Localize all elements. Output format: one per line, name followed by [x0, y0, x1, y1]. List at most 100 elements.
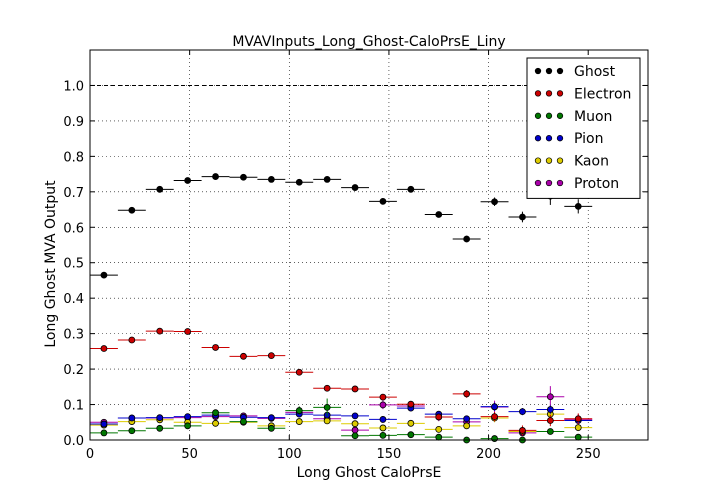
pion-point — [100, 420, 108, 428]
electron-point — [351, 385, 359, 393]
y-tick-label: 0.7 — [63, 186, 84, 201]
data-marks — [90, 173, 593, 444]
ghost-point — [574, 202, 582, 210]
muon-point — [100, 429, 108, 437]
legend-marker-electron — [534, 90, 542, 97]
x-tick-label: 50 — [181, 447, 198, 462]
legend-marker-electron — [545, 90, 553, 97]
electron-point — [184, 328, 192, 335]
electron-point — [267, 352, 275, 360]
pion-point — [491, 403, 498, 411]
axis-ticks: 0 50 100 150 200 250 0.0 0.1 0.2 0.3 0.4 0.5 0.6 0.7 0… — [63, 50, 648, 462]
kaon-point — [323, 417, 331, 425]
legend-box — [526, 57, 641, 199]
ghost-point — [128, 206, 136, 214]
ghost-point — [519, 213, 526, 221]
y-tick-label: 0.6 — [63, 221, 84, 236]
pion-point — [267, 414, 275, 422]
legend-marker-pion — [534, 135, 542, 142]
electron-point — [128, 336, 136, 344]
y-tick-label: 0.3 — [63, 328, 84, 343]
series-electron — [90, 327, 593, 436]
legend-marker-muon — [545, 112, 553, 119]
electron-point — [240, 352, 247, 360]
electron-point — [295, 368, 303, 376]
legend-marker-kaon — [545, 157, 553, 164]
x-tick-label: 200 — [476, 447, 501, 462]
muon-point — [407, 431, 415, 439]
kaon-point — [212, 419, 219, 427]
y-tick-label: 0.9 — [63, 115, 84, 130]
muon-point — [491, 435, 498, 442]
muon-point — [574, 433, 582, 441]
pion-point — [519, 408, 526, 416]
y-tick-label: 0.0 — [63, 434, 84, 449]
legend-marker-kaon — [556, 157, 564, 164]
electron-point — [435, 413, 443, 421]
legend-marker-proton — [556, 179, 564, 187]
muon-point — [435, 433, 443, 441]
y-tick-label: 1.0 — [63, 79, 84, 94]
electron-point — [407, 400, 415, 408]
legend-label-pion: Pion — [574, 131, 603, 147]
electron-point — [519, 427, 526, 434]
muon-point — [240, 418, 247, 425]
kaon-point — [379, 424, 387, 432]
proton-point — [379, 401, 387, 409]
ghost-point — [212, 173, 219, 180]
proton-point — [351, 426, 359, 434]
legend-marker-kaon — [534, 157, 542, 164]
electron-point — [323, 384, 331, 392]
pion-point — [156, 414, 164, 422]
electron-point — [379, 393, 387, 401]
ghost-point — [323, 176, 331, 183]
legend-marker-proton — [545, 179, 553, 187]
electron-point — [212, 344, 219, 351]
ghost-point — [379, 197, 387, 205]
muon-point — [351, 432, 359, 440]
pion-point — [128, 414, 136, 422]
ghost-point — [435, 211, 443, 218]
legend-marker-pion — [556, 135, 564, 142]
chart-title: MVAVInputs_Long_Ghost-CaloPrsE_Liny — [232, 34, 505, 50]
muon-point — [212, 409, 219, 417]
pion-point — [351, 412, 359, 420]
ghost-point — [267, 176, 275, 183]
legend-marker-electron — [556, 90, 564, 97]
ghost-point — [407, 185, 415, 193]
muon-point — [184, 422, 192, 430]
plot-frame — [89, 49, 649, 441]
legend-label-kaon: Kaon — [574, 154, 609, 170]
ghost-point — [184, 177, 192, 184]
y-tick-label: 0.5 — [63, 257, 84, 272]
ghost-point — [351, 184, 359, 191]
electron-point — [546, 417, 554, 424]
legend-label-electron: Electron — [574, 86, 631, 102]
ghost-point — [463, 235, 471, 243]
ghost-point — [240, 173, 247, 181]
electron-point — [100, 345, 108, 352]
pion-point — [463, 415, 471, 423]
muon-point — [546, 428, 554, 435]
electron-point — [491, 413, 498, 421]
muon-point — [267, 424, 275, 432]
ghost-point — [100, 271, 108, 279]
kaon-point — [351, 420, 359, 428]
ghost-point — [491, 198, 498, 206]
legend-marker-ghost — [556, 67, 564, 75]
y-tick-label: 0.8 — [63, 150, 84, 165]
electron-point — [463, 390, 471, 398]
kaon-point — [574, 424, 582, 431]
y-tick-label: 0.1 — [63, 399, 84, 414]
electron-point — [574, 415, 582, 423]
x-tick-label: 0 — [86, 447, 94, 462]
pion-point — [379, 416, 387, 423]
x-tick-label: 150 — [377, 447, 402, 462]
legend-marker-proton — [534, 179, 542, 187]
muon-point — [128, 427, 136, 435]
kaon-point — [407, 419, 415, 427]
muon-point — [295, 407, 303, 414]
pion-point — [184, 413, 192, 421]
legend-label-proton: Proton — [574, 176, 619, 192]
